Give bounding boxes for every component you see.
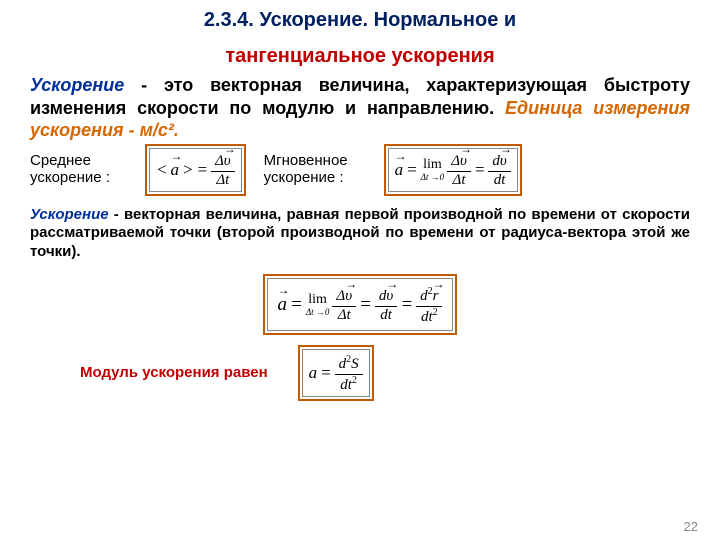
d: d <box>379 288 387 304</box>
limit: lim Δt →0 <box>421 158 445 182</box>
denominator: Δt <box>334 307 355 324</box>
fraction-2: dυ dt <box>375 287 397 324</box>
vector-v: υ <box>500 154 507 169</box>
definition-paragraph: Ускорение - это векторная величина, хара… <box>0 72 720 142</box>
inst-acceleration-formula-box: a = lim Δt →0 Δυ Δt = dυ dt <box>384 144 522 196</box>
superscript-2: 2 <box>433 307 438 318</box>
delta: Δ <box>451 153 460 169</box>
equals: = <box>359 294 372 316</box>
denominator: Δt <box>449 172 470 189</box>
d: d <box>492 153 500 169</box>
modulus-label: Модуль ускорения равен <box>80 364 268 381</box>
dt: dt <box>421 309 433 325</box>
lim-sub: Δt →0 <box>421 172 445 182</box>
fraction-2: dυ dt <box>488 152 510 189</box>
vector-r: r <box>433 289 439 304</box>
section-title-line1: 2.3.4. Ускорение. Нормальное и <box>0 0 720 36</box>
limit: lim Δt →0 <box>306 293 330 317</box>
modulus-row: Модуль ускорения равен a = d2S dt2 <box>0 335 720 401</box>
inst-acceleration-label: Мгновенное ускорение : <box>264 153 374 186</box>
equals: = <box>196 160 207 180</box>
lim-sub: Δt →0 <box>306 307 330 317</box>
denominator: dt <box>490 172 510 189</box>
bracket-close: > <box>182 160 193 180</box>
fraction: d2S dt2 <box>335 353 363 394</box>
avg-acceleration-formula-box: < a > = Δυ Δt <box>145 144 246 196</box>
equals: = <box>290 294 303 316</box>
main-formula: a = lim Δt →0 Δυ Δt = dυ dt = d2r dt2 <box>267 278 454 331</box>
vector-a: a <box>170 160 179 180</box>
delta: Δ <box>215 153 224 169</box>
section-title-line2: тангенциальное ускорения <box>0 36 720 72</box>
equals: = <box>474 160 485 180</box>
modulus-formula-box: a = d2S dt2 <box>298 345 374 401</box>
fraction-1: Δυ Δt <box>332 287 356 324</box>
d: d <box>420 288 428 304</box>
dt: dt <box>340 377 352 393</box>
lim-text: lim <box>423 158 442 172</box>
inst-acceleration-formula: a = lim Δt →0 Δυ Δt = dυ dt <box>388 148 518 192</box>
s: S <box>351 356 359 372</box>
vector-v: υ <box>386 289 393 304</box>
fraction-1: Δυ Δt <box>447 152 471 189</box>
vector-v: υ <box>460 154 467 169</box>
lim-text: lim <box>308 293 327 307</box>
term-acceleration: Ускорение <box>30 75 124 95</box>
equals: = <box>320 363 331 383</box>
derivative-text: - векторная величина, равная первой прои… <box>30 206 690 261</box>
derivative-paragraph: Ускорение - векторная величина, равная п… <box>0 196 720 262</box>
vector-a: a <box>278 294 288 316</box>
main-formula-box: a = lim Δt →0 Δυ Δt = dυ dt = d2r dt2 <box>263 274 458 335</box>
bracket-open: < <box>156 160 167 180</box>
vector-a: a <box>395 160 404 180</box>
modulus-formula: a = d2S dt2 <box>302 349 370 397</box>
avg-acceleration-label: Среднее ускорение : <box>30 153 135 186</box>
term-acceleration-2: Ускорение <box>30 206 109 223</box>
a: a <box>309 363 318 383</box>
vector-v: υ <box>224 154 231 169</box>
avg-acceleration-formula: < a > = Δυ Δt <box>149 148 242 192</box>
fraction: Δυ Δt <box>211 152 235 189</box>
equals: = <box>406 160 417 180</box>
delta: Δ <box>336 288 345 304</box>
equations-row: Среднее ускорение : < a > = Δυ Δt Мгнове… <box>0 142 720 196</box>
page-number: 22 <box>684 519 698 534</box>
equals: = <box>400 294 413 316</box>
main-formula-container: a = lim Δt →0 Δυ Δt = dυ dt = d2r dt2 <box>0 274 720 335</box>
denominator: Δt <box>212 172 233 189</box>
vector-v: υ <box>345 289 352 304</box>
fraction-3: d2r dt2 <box>416 285 442 326</box>
superscript-2: 2 <box>352 375 357 386</box>
denominator: dt <box>376 307 396 324</box>
